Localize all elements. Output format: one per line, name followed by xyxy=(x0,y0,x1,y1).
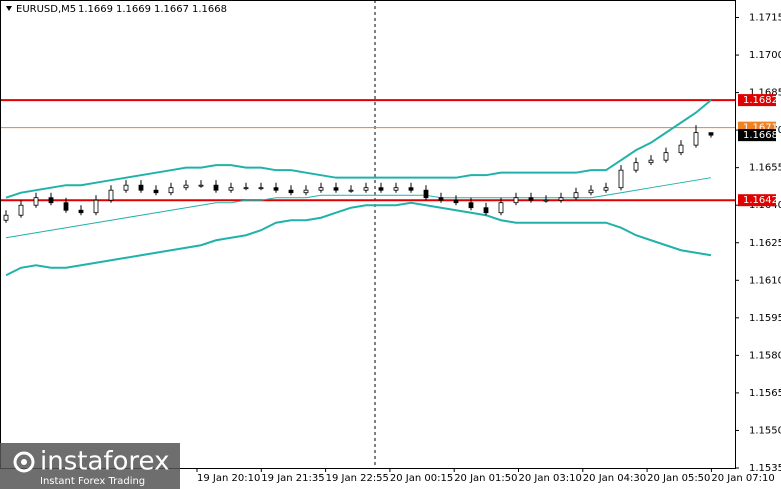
plot xyxy=(0,99,735,277)
candle-body xyxy=(618,169,624,189)
y-tick-label: 1.1580 xyxy=(749,350,781,361)
candle-body xyxy=(573,192,579,199)
y-tick-label: 1.1595 xyxy=(749,313,781,324)
candle-body xyxy=(138,184,144,191)
candle-body xyxy=(528,197,534,201)
candle-body xyxy=(243,187,249,190)
x-tick-label: 19 Jan 21:35 xyxy=(261,473,324,484)
logo-background xyxy=(0,443,180,489)
y-tick-label: 1.1565 xyxy=(749,388,781,399)
candle-body xyxy=(318,187,324,191)
candle-body xyxy=(228,187,234,191)
candle-body xyxy=(408,187,414,191)
band-line xyxy=(5,177,712,239)
candle-body xyxy=(453,199,459,204)
candle-body xyxy=(498,202,504,214)
y-tick-label: 1.1685 xyxy=(749,88,781,99)
candle-body xyxy=(18,204,24,216)
candle-body xyxy=(78,209,84,214)
price-badge xyxy=(738,194,776,207)
price-badge xyxy=(738,94,776,107)
price-badge-label: 1.1642 xyxy=(743,195,778,206)
logo-name: instaforex xyxy=(40,447,169,477)
x-tick-label: 19 Jan 22:55 xyxy=(326,473,389,484)
y-tick-label: 1.1700 xyxy=(749,50,781,61)
candle-body xyxy=(348,189,354,192)
price-badge-label: 1.1682 xyxy=(743,95,778,106)
x-tick-label: 20 Jan 07:10 xyxy=(711,473,774,484)
candle-body xyxy=(378,187,384,191)
y-tick-label: 1.1535 xyxy=(749,463,781,474)
candle-body xyxy=(123,184,129,191)
candle-body xyxy=(273,187,279,191)
candle-body xyxy=(588,189,594,194)
candle-body xyxy=(3,214,9,221)
logo: instaforex Instant Forex Trading xyxy=(0,443,180,489)
candle-body xyxy=(543,199,549,202)
candle-body xyxy=(483,207,489,214)
logo-icon xyxy=(21,459,27,465)
candle-body xyxy=(648,159,654,164)
y-tick-label: 1.1610 xyxy=(749,275,781,286)
candle-body xyxy=(63,202,69,211)
candle-body xyxy=(258,187,264,190)
x-tick-label: 20 Jan 05:50 xyxy=(647,473,710,484)
y-tick-label: 1.1550 xyxy=(749,425,781,436)
x-tick-label: 20 Jan 01:50 xyxy=(454,473,517,484)
y-tick-label: 1.1655 xyxy=(749,163,781,174)
price-badge-label: 1.1668 xyxy=(743,130,778,141)
candle-body xyxy=(693,132,699,146)
price-badge-label: 1.1671 xyxy=(743,123,778,134)
candle-body xyxy=(33,197,39,206)
header-value: 1.1669 xyxy=(78,4,113,15)
x-tick-label: 20 Jan 04:30 xyxy=(583,473,646,484)
logo-icon xyxy=(13,451,35,473)
candle-body xyxy=(603,187,609,191)
candle-body xyxy=(468,202,474,209)
candle-body xyxy=(183,184,189,189)
logo-tagline: Instant Forex Trading xyxy=(40,476,145,487)
candle-body xyxy=(93,199,99,214)
candle-body xyxy=(213,184,219,191)
candle-body xyxy=(198,184,204,187)
candle-body xyxy=(678,144,684,154)
x-tick-label: 20 Jan 00:15 xyxy=(390,473,453,484)
header-value: 1.1669 xyxy=(116,4,151,15)
candle-body xyxy=(303,189,309,194)
candle-body xyxy=(48,197,54,204)
candle-body xyxy=(333,187,339,191)
header-value: 1.1668 xyxy=(192,4,227,15)
y-tick-label: 1.1715 xyxy=(749,13,781,24)
plot-frame xyxy=(0,0,736,469)
candle-body xyxy=(663,152,669,161)
candle-body xyxy=(513,197,519,204)
price-badge xyxy=(738,129,776,142)
candle-body xyxy=(708,132,714,136)
candle-body xyxy=(168,187,174,194)
candle-body xyxy=(438,197,444,201)
x-tick-label: 20 Jan 03:10 xyxy=(519,473,582,484)
candle-body xyxy=(558,197,564,201)
menu-triangle xyxy=(6,6,12,11)
header-value: 1.1667 xyxy=(154,4,189,15)
band-line xyxy=(5,99,712,199)
candle-body xyxy=(153,189,159,194)
y-tick-label: 1.1625 xyxy=(749,238,781,249)
candle-body xyxy=(288,189,294,194)
candle-body xyxy=(393,187,399,191)
candle-body xyxy=(108,189,114,201)
band-line xyxy=(5,201,712,277)
candle-body xyxy=(423,189,429,199)
candle-body xyxy=(633,162,639,171)
candle-body xyxy=(363,187,369,191)
header-values: 1.1669 1.1669 1.1667 1.1668 xyxy=(78,4,227,15)
x-tick-label: 19 Jan 20:10 xyxy=(197,473,260,484)
symbol-title: EURUSD,M5 xyxy=(16,4,76,15)
